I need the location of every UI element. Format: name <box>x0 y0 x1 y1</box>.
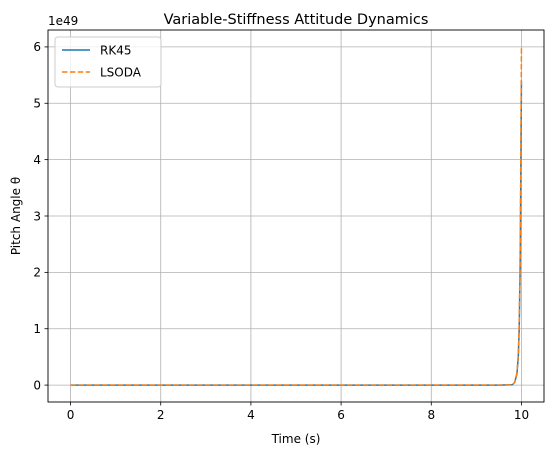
x-axis-label: Time (s) <box>271 432 321 446</box>
series-line-lsoda <box>70 46 523 386</box>
x-tick-label: 2 <box>157 408 165 422</box>
y-scale-offset-label: 1e49 <box>48 14 78 28</box>
x-axis-ticks: 0 2 4 6 8 10 <box>67 402 529 422</box>
chart-title: Variable-Stiffness Attitude Dynamics <box>164 12 429 28</box>
x-tick-label: 6 <box>337 408 345 422</box>
y-axis-label: Pitch Angle θ <box>9 177 23 255</box>
y-tick-label: 0 <box>33 378 41 392</box>
legend: RK45 LSODA <box>54 36 162 88</box>
y-tick-label: 4 <box>33 153 41 167</box>
x-tick-label: 4 <box>247 408 255 422</box>
x-tick-label: 0 <box>67 408 75 422</box>
y-tick-label: 3 <box>33 209 41 223</box>
legend-label-rk45: RK45 <box>100 44 131 58</box>
y-tick-label: 6 <box>33 40 41 54</box>
y-tick-label: 1 <box>33 322 41 336</box>
x-tick-label: 8 <box>427 408 435 422</box>
legend-label-lsoda: LSODA <box>100 66 142 80</box>
x-tick-label: 10 <box>514 408 529 422</box>
grid-lines <box>48 30 544 402</box>
y-tick-label: 5 <box>33 97 41 111</box>
series-lines <box>70 46 523 386</box>
y-tick-label: 2 <box>33 266 41 280</box>
y-axis-ticks: 0 1 2 3 4 5 6 <box>33 40 48 392</box>
